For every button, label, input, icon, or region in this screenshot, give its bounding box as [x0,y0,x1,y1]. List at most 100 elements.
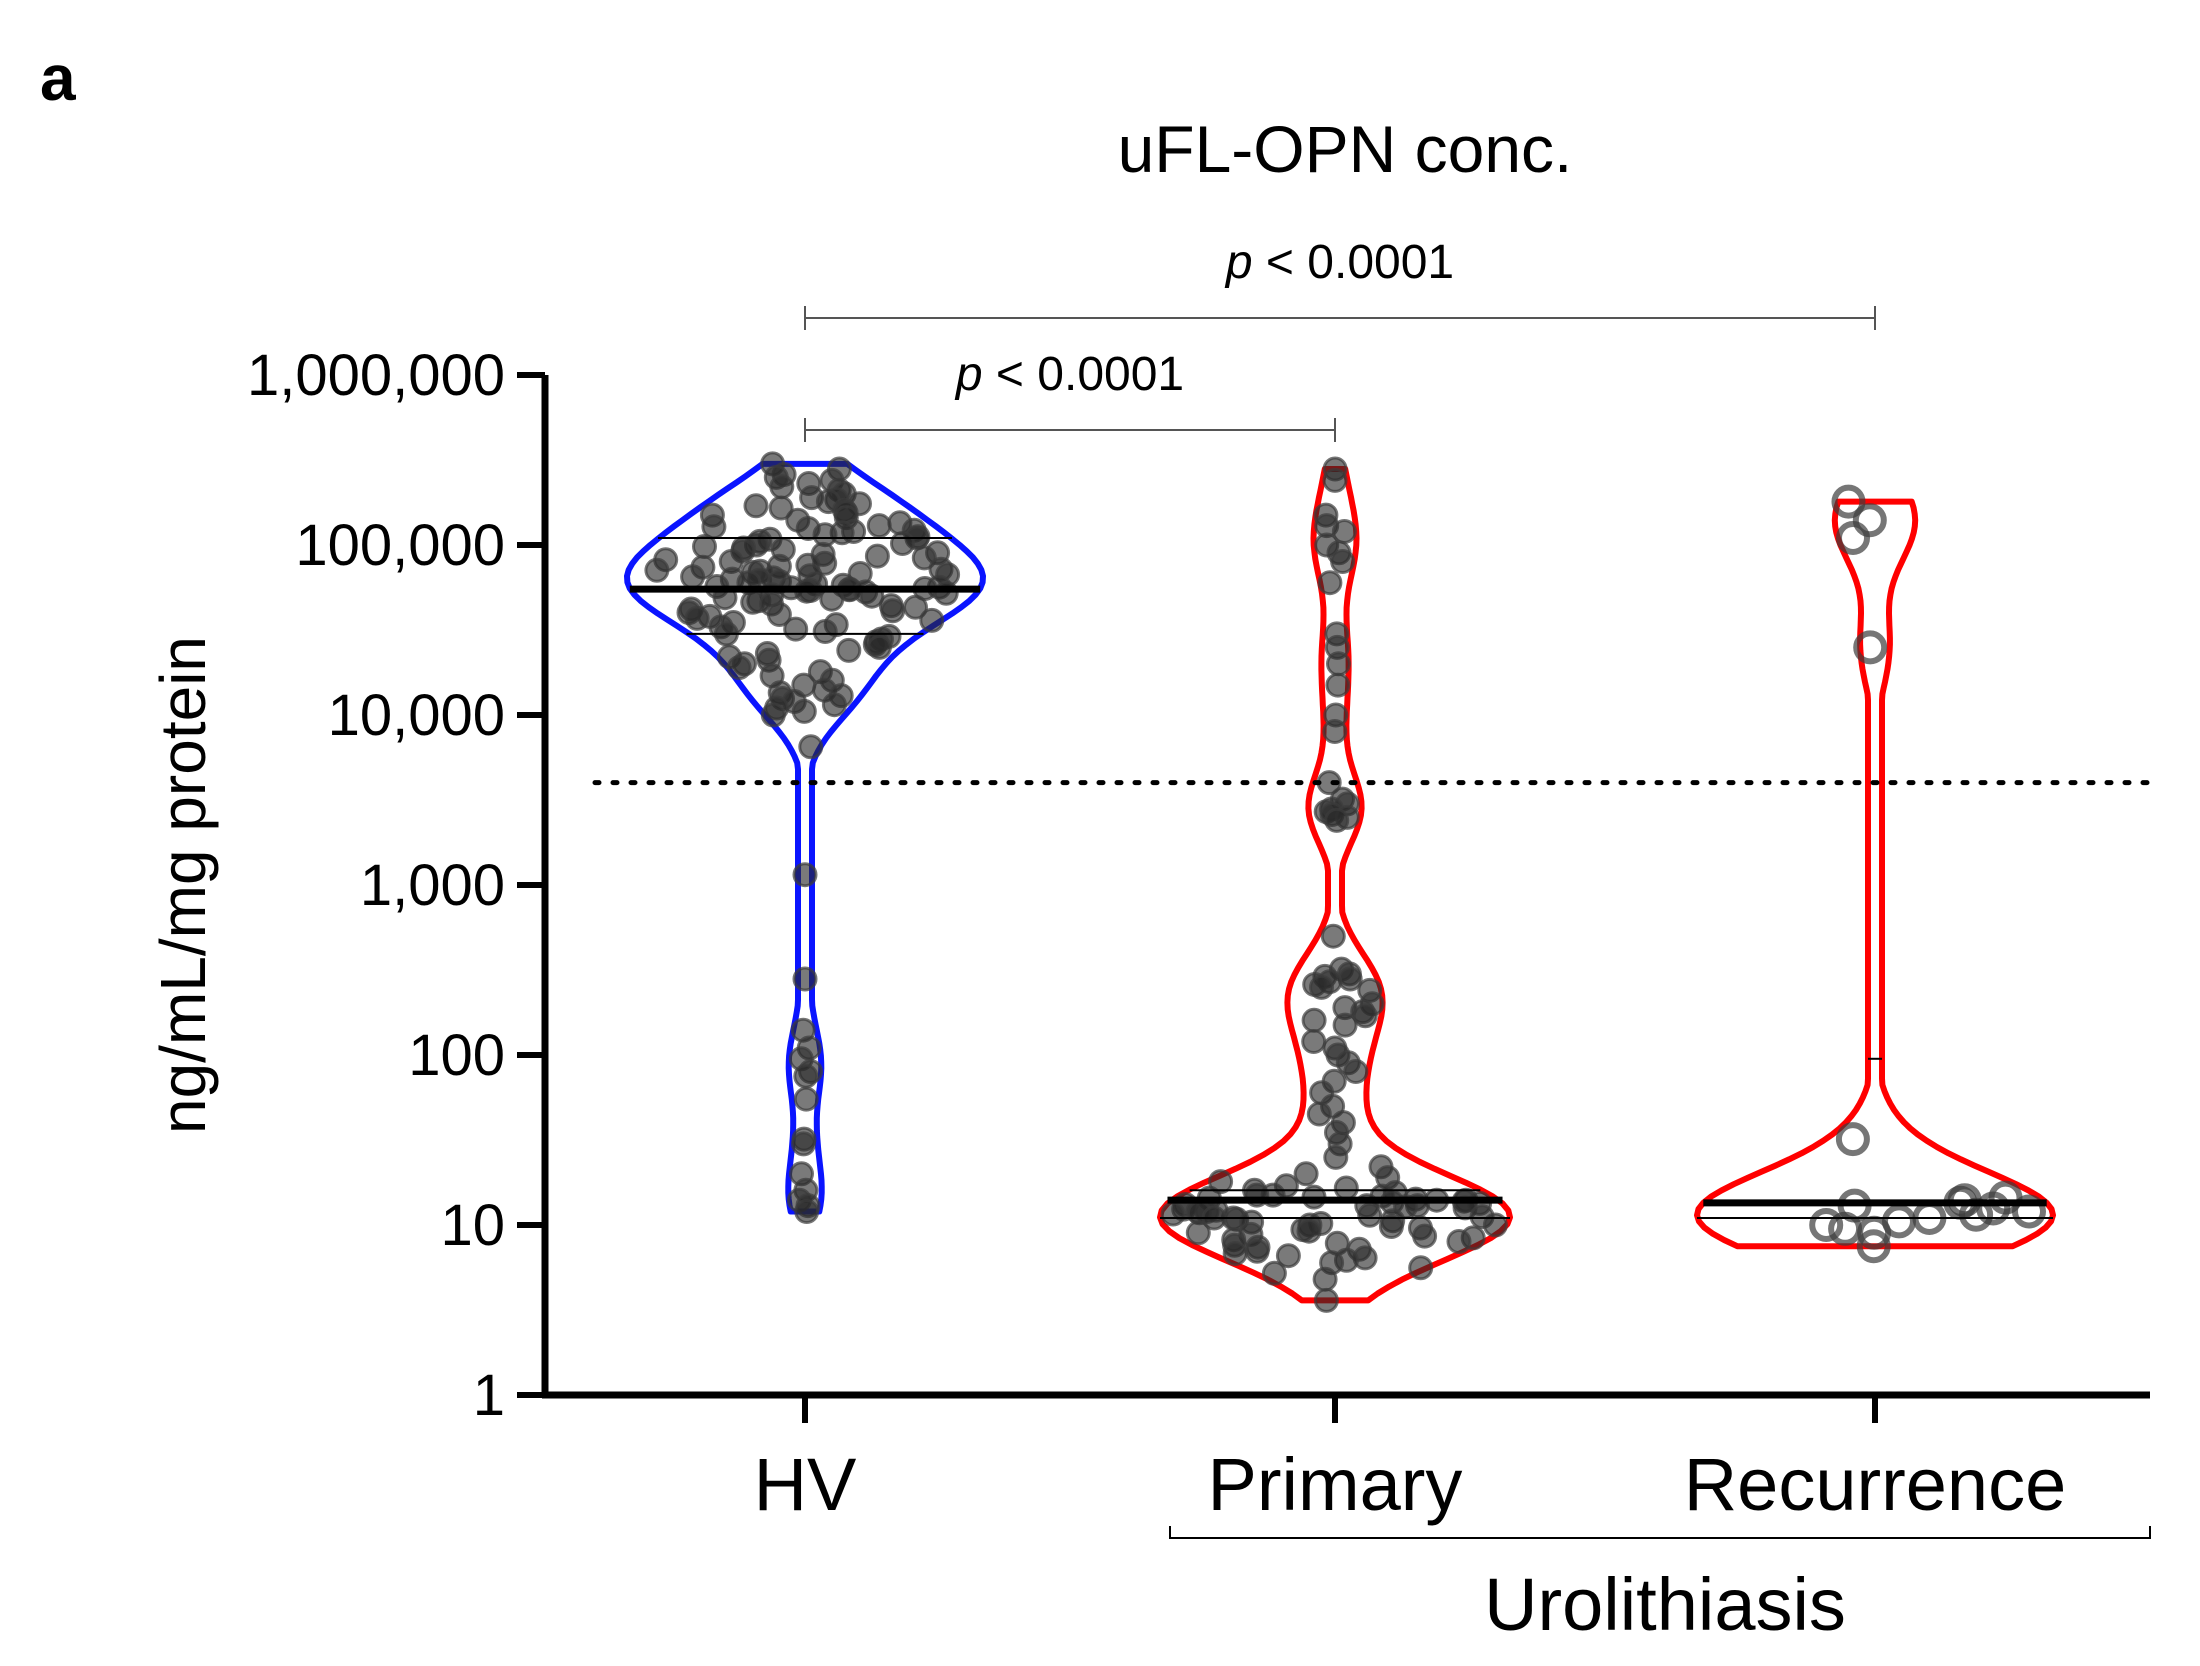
data-point [1185,1220,1211,1246]
data-point [793,1063,819,1089]
data-point [794,1199,820,1224]
data-point [866,634,892,660]
data-point [866,513,892,539]
violin-recurrence [1694,498,2056,1250]
data-point [1412,1223,1438,1249]
data-point [1261,1260,1287,1286]
data-point [1408,1255,1434,1281]
y-tick-label: 1,000,000 [247,343,505,408]
data-point [726,655,752,681]
data-point [1313,1287,1339,1313]
data-point [792,862,818,888]
data-point [821,692,847,718]
data-point [783,616,809,642]
data-point [1322,467,1348,493]
p-value-text: < 0.0001 [983,348,1185,401]
data-point [1323,1144,1349,1170]
data-point [1852,503,1887,538]
data-point [1343,1059,1369,1084]
data-point [1296,1218,1322,1244]
data-point [1325,672,1351,698]
data-point [644,557,670,583]
median-lines [629,536,2053,1219]
data-point [812,619,838,644]
data-point [1352,1003,1378,1029]
x-tick-label: Recurrence [1684,1443,2067,1526]
data-point [919,607,945,633]
data-point [1446,1229,1472,1254]
data-point [1244,1238,1270,1264]
data-point [1835,1122,1870,1157]
data-point [1301,1007,1327,1033]
data-point [1332,1012,1358,1038]
data-point [1326,651,1351,677]
data-point [836,637,862,663]
y-tick-label: 10,000 [328,683,505,748]
p-value-text: < 0.0001 [1253,236,1455,289]
data-point [1836,521,1870,555]
comparison-bracket [804,418,1336,442]
data-point [1324,807,1350,833]
axes: 1 10 100 1,000 10,000 100,000 1,000,000 HV Prima… [247,343,2150,1526]
data-point [680,564,706,590]
data-point [1809,1208,1844,1242]
data-point [1320,923,1346,949]
data-points [644,451,2046,1313]
data-point [1222,1241,1248,1266]
data-point [1853,630,1888,665]
panel-letter: a [40,42,76,114]
data-point [1293,1161,1319,1187]
data-point [1301,1029,1327,1054]
data-point [768,495,794,521]
data-point [880,598,906,624]
data-point [1378,1214,1404,1239]
data-point [769,474,795,500]
group-bracket-label: Urolithiasis [1484,1563,1846,1646]
data-point [793,1086,819,1112]
data-point [1330,549,1356,574]
data-point [1309,974,1334,1000]
chart-title: uFL-OPN conc. [1118,112,1573,186]
data-point [791,698,817,724]
data-point [760,702,786,728]
data-point [791,1131,816,1157]
data-point [1333,1175,1359,1201]
data-point [1275,1243,1301,1269]
data-point [798,734,824,760]
y-axis-label: ng/mL/mg protein [147,636,219,1134]
data-point [766,602,792,627]
data-point [1831,484,1866,519]
y-tick-label: 100,000 [295,513,505,578]
data-point [1357,1202,1383,1228]
data-point [743,493,769,519]
data-point [890,531,915,556]
y-tick-label: 1 [473,1363,505,1428]
comparison-bracket [804,306,1876,330]
data-point [1160,1201,1186,1227]
data-point [684,605,710,631]
p-symbol: p [1224,236,1253,289]
data-point [2012,1194,2046,1229]
data-point [1322,719,1348,744]
data-point [1317,570,1343,596]
data-point [1312,1266,1338,1292]
data-point [911,545,937,571]
data-point [864,543,890,569]
x-tick-label: HV [754,1443,857,1526]
y-tick-label: 1,000 [360,853,505,918]
p-symbol: p [954,348,983,401]
data-point [792,966,818,992]
y-tick-label: 100 [408,1023,505,1088]
group-bracket [1169,1526,2151,1539]
x-tick-label: Primary [1208,1443,1463,1526]
p-value-label: p < 0.0001 [954,348,1184,401]
p-value-label: p < 0.0001 [1224,236,1454,289]
data-point [1306,1101,1332,1127]
data-point [933,580,959,606]
y-tick-label: 10 [440,1193,505,1258]
data-point [1976,1191,2011,1226]
data-point [1482,1212,1508,1238]
data-point [1856,1229,1891,1264]
